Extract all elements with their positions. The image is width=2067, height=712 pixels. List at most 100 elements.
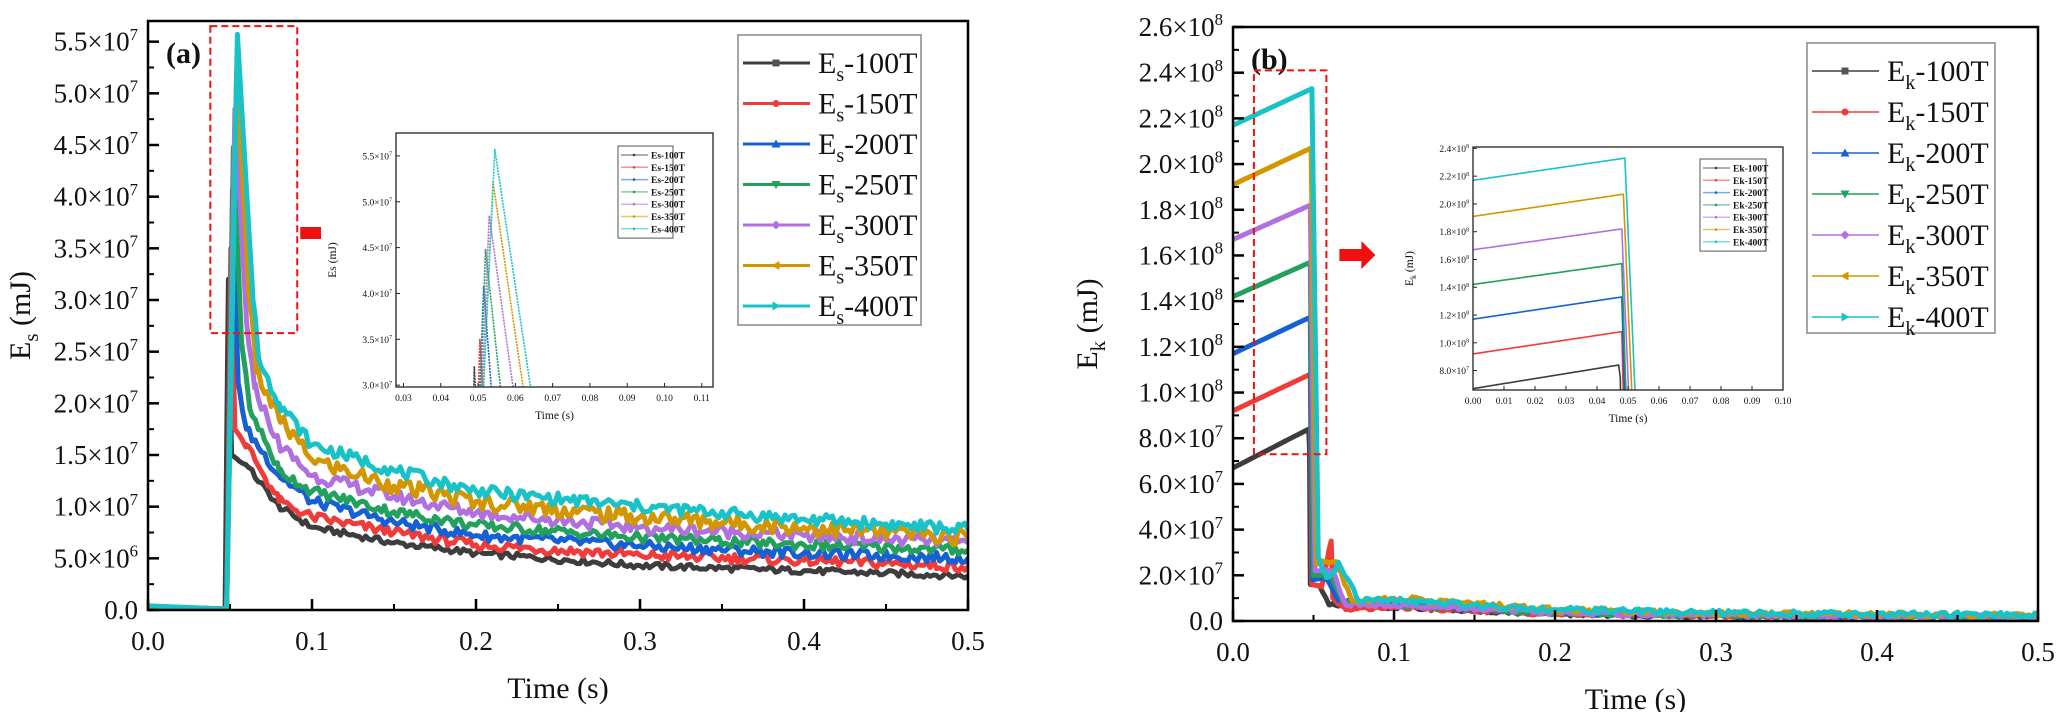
y-tick-label: 2.5×107 [54,335,138,367]
inset-y-tick-label-text: 1.0×108 [1439,338,1469,349]
inset-x-tick-label: 0.03 [1558,397,1575,407]
inset-legend-marker-icon [632,227,636,231]
inset-y-axis-title: Es (mJ) [327,242,339,278]
series-line-300T [148,106,968,610]
inset-legend-item: Es-300T [621,201,685,211]
tick-mantissa: 1.0×10 [1439,339,1466,349]
legend-item: Ek-200T [1812,137,1989,176]
inset-legend-marker-icon [1714,191,1718,194]
tick-exponent: 8 [1466,311,1469,317]
legend-label: Es-200T [818,128,917,167]
inset-y-tick-label: 5.5×107 [362,152,392,163]
inset-legend-item: Ek-400T [1703,238,1769,248]
legend-label: Ek-300T [1887,219,1989,258]
inset-y-tick-label: 1.0×108 [1439,338,1469,349]
legend-item: Es-100T [743,47,917,86]
tick-exponent: 7 [130,232,138,251]
inset-legend-item: Es-250T [621,188,685,198]
y-title-sub: k [1086,340,1110,351]
y-tick-label: 1.0×108 [1139,376,1223,408]
inset-x-tick-label: 0.07 [544,394,561,404]
inset-y-tick-label: 5.0×107 [362,197,392,208]
x-axis-title: Time (s) [1585,683,1686,712]
tick-exponent: 8 [1215,56,1223,75]
tick-mantissa: 4.0×10 [54,182,130,212]
tick-exponent: 7 [389,243,392,249]
legend-item: Es-200T [743,128,917,167]
y-tick-label: 3.0×107 [54,283,138,315]
inset-y-tick-label: 4.0×107 [362,289,392,300]
legend-suffix: -300T [1915,219,1988,252]
inset-x-tick-label: 0.04 [432,394,449,404]
inset-legend-marker-icon [632,153,636,157]
tick-mantissa: 3.5×10 [54,233,130,263]
inset-legend-label: Ek-400T [1733,238,1769,248]
y-tick-label: 2.0×107 [1139,559,1223,591]
tick-exponent: 7 [130,387,138,406]
inset-y-tick-label: 1.6×108 [1439,255,1469,266]
marker-triangle-right-icon [772,301,781,311]
y-title-unit: (mJ) [1071,278,1104,341]
tick-exponent: 8 [1215,376,1223,395]
x-tick-label: 0.1 [295,626,329,656]
inset-y-title-main: E [1404,279,1416,286]
legend-sub: s [836,267,844,289]
inset-legend-item: Ek-250T [1703,201,1769,211]
tick-exponent: 8 [1215,10,1223,29]
y-tick-label: 4.5×107 [54,128,138,160]
tick-exponent: 7 [1215,559,1223,578]
x-tick-label: 0.5 [951,626,985,656]
marker-circle-icon [772,100,780,107]
inset-y-tick-label: 3.5×107 [362,335,392,346]
y-title-main: E [4,342,37,360]
inset-legend-item: Ek-200T [1703,189,1769,199]
tick-exponent: 7 [130,180,138,199]
y-tick-label-text: 8.0×107 [1139,421,1223,453]
tick-mantissa: 5.5×10 [362,152,389,162]
y-tick-label: 8.0×107 [1139,421,1223,453]
inset-x-tick-label: 0.05 [470,394,487,404]
marker-triangle-right-icon [1841,312,1850,322]
x-tick-label: 0.1 [1377,637,1411,667]
marker-square-icon [772,59,780,67]
legend-suffix: -400T [1915,301,1988,334]
legend-main: E [818,88,836,121]
legend-item: Ek-300T [1812,219,1989,258]
inset-x-tick-label: 0.10 [1775,397,1792,407]
tick-exponent: 7 [130,438,138,457]
inset-y-tick-label-text: 2.4×108 [1439,144,1469,155]
inset-y-tick-label-text: 1.6×108 [1439,255,1469,266]
marker-triangle-up-icon [1840,148,1850,157]
y-tick-label: 5.0×107 [54,77,138,109]
tick-mantissa: 3.0×10 [362,382,389,392]
inset-chart: 0.03 0.04 0.05 0.06 0.07 0.08 0.09 0.10 0.11 3.0×… [321,125,728,439]
marker-triangle-up-icon [771,139,781,148]
y-tick-label: 1.6×108 [1139,239,1223,271]
inset-series-line [1473,157,1636,390]
legend-main: E [1887,260,1905,293]
legend-item: Ek-100T [1812,55,1989,94]
legend-suffix: -300T [844,209,917,242]
inset-series-line [1473,262,1627,390]
inset-frame [395,132,714,388]
inset-legend-item: Es-400T [621,225,685,235]
tick-mantissa: 2.0×10 [54,388,130,418]
inset-y-title-main: Es (mJ) [327,242,339,278]
inset-y-tick-label-text: 5.0×107 [362,197,392,208]
tick-exponent: 8 [1466,283,1469,289]
tick-mantissa: 2.2×10 [1439,173,1466,183]
legend-label: Es-150T [818,88,917,127]
inset-legend-label: Ek-300T [1733,214,1769,224]
tick-exponent: 8 [1466,227,1469,233]
panel-label: (a) [166,37,201,70]
inset-legend-label: Es-150T [651,164,685,174]
y-tick-label: 1.8×108 [1139,193,1223,225]
y-tick-label: 3.5×107 [54,232,138,264]
inset-legend-label: Es-100T [651,152,685,162]
y-tick-label-text: 2.0×107 [54,387,138,419]
y-tick-label: 2.0×107 [54,387,138,419]
inset-y-tick-label-text: 1.2×108 [1439,311,1469,322]
tick-exponent: 7 [389,289,392,295]
y-tick-label-text: 1.0×108 [1139,376,1223,408]
